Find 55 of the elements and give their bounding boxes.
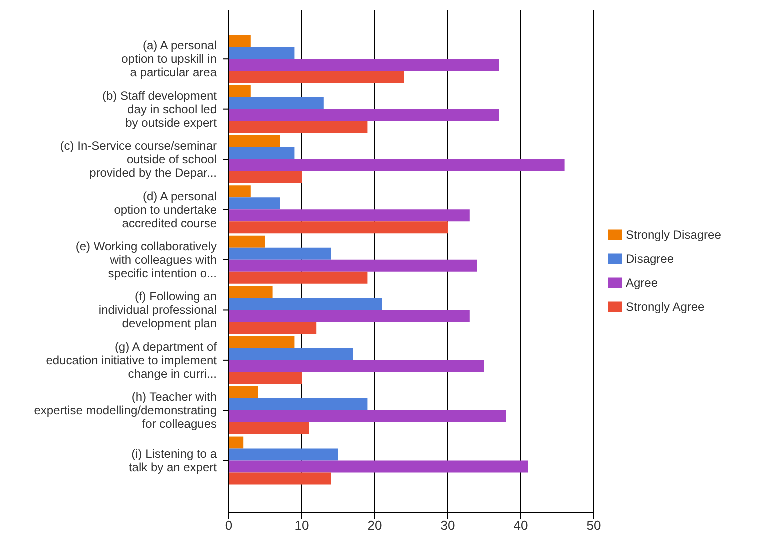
bar bbox=[229, 210, 470, 222]
legend-label: Strongly Disagree bbox=[626, 228, 722, 242]
x-tick-label: 30 bbox=[440, 518, 456, 533]
bar bbox=[229, 336, 295, 348]
y-tick-label: (a) A personal option to upskill in a particular area bbox=[122, 38, 218, 80]
legend-label: Disagree bbox=[626, 252, 674, 266]
y-tick-label: (g) A department of education initiative to implement change in curri... bbox=[46, 340, 218, 381]
bar bbox=[229, 186, 251, 198]
x-tick-label: 20 bbox=[368, 518, 382, 533]
x-tick-label: 0 bbox=[225, 518, 233, 533]
bar bbox=[229, 236, 266, 248]
bar bbox=[229, 386, 258, 399]
bar bbox=[229, 272, 368, 284]
bar bbox=[229, 286, 273, 298]
bar bbox=[229, 448, 338, 461]
bar bbox=[229, 171, 302, 184]
bar bbox=[229, 47, 295, 59]
bar bbox=[229, 71, 404, 83]
bar bbox=[229, 436, 244, 449]
bar bbox=[229, 422, 310, 435]
y-tick-label: (c) In-Service course/seminar outside of school provided by the Depar... bbox=[60, 139, 217, 180]
x-tick-label: 10 bbox=[294, 518, 310, 533]
y-tick-label: (h) Teacher with expertise modelling/demonstrating for colleagues bbox=[34, 390, 217, 432]
bar bbox=[229, 109, 500, 122]
bar bbox=[229, 59, 500, 71]
x-tick-label: 50 bbox=[586, 518, 602, 533]
bar bbox=[229, 35, 251, 47]
legend-label: Agree bbox=[626, 276, 658, 290]
bar bbox=[229, 310, 470, 322]
y-tick-label: (d) A personal option to undertake accredited course bbox=[114, 189, 218, 230]
bar bbox=[229, 222, 448, 234]
bar bbox=[229, 198, 280, 210]
bar bbox=[229, 248, 332, 260]
bar bbox=[229, 410, 506, 423]
bar bbox=[229, 147, 295, 160]
bar bbox=[229, 298, 382, 310]
y-tick-label: (e) Working collaboratively with colleagues with specific intention o... bbox=[76, 240, 217, 280]
bar bbox=[229, 372, 302, 384]
legend-label: Strongly Agree bbox=[626, 300, 705, 314]
bar bbox=[229, 460, 528, 473]
bar bbox=[229, 159, 565, 172]
bar bbox=[229, 398, 368, 411]
bar bbox=[229, 121, 368, 134]
bar bbox=[229, 322, 317, 334]
y-tick-label: (b) Staff development day in school led by outside expert bbox=[102, 88, 218, 130]
bar bbox=[229, 260, 478, 272]
bar bbox=[229, 348, 354, 360]
y-tick-label: (f) Following an individual professional development plan bbox=[98, 290, 217, 331]
bar bbox=[229, 360, 484, 372]
bar bbox=[229, 472, 332, 485]
bar bbox=[229, 85, 251, 98]
x-tick-label: 40 bbox=[514, 518, 528, 533]
y-tick-label: (i) Listening to a talk by an expert bbox=[128, 447, 218, 475]
bar bbox=[229, 135, 280, 148]
bar bbox=[229, 97, 324, 110]
